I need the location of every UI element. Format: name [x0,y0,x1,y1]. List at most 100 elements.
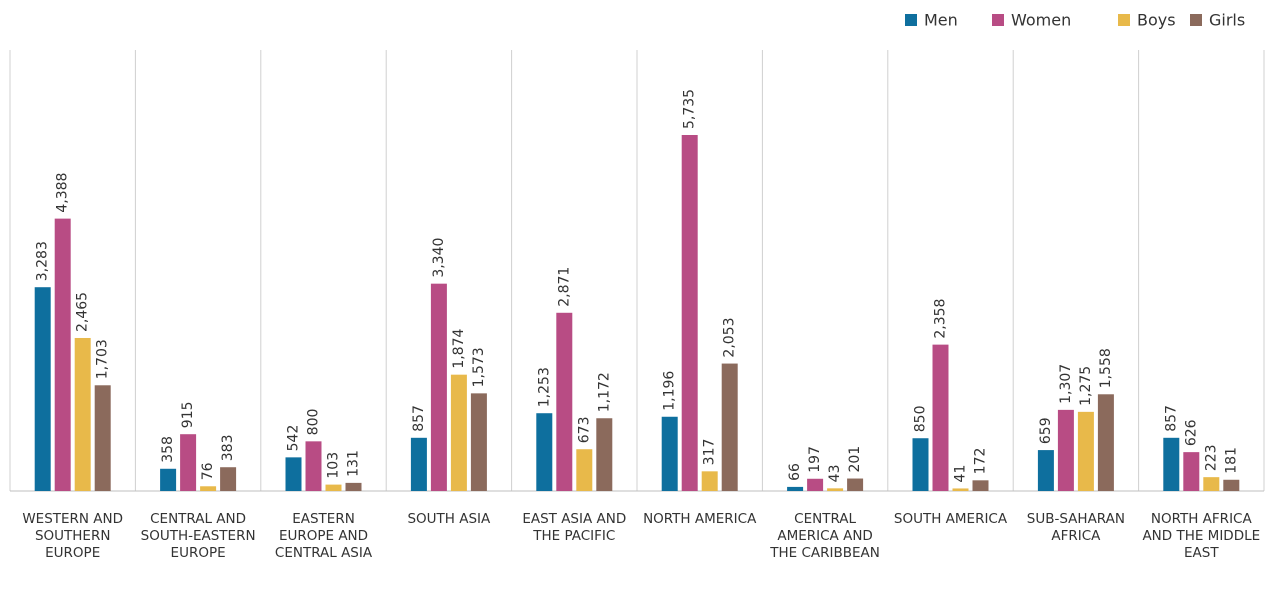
bar [576,449,593,491]
bar [430,283,447,491]
data-label: 857 [411,405,427,432]
bar [1223,479,1240,491]
data-label: 103 [326,452,342,479]
x-tick-label: EASTERN EUROPE AND CENTRAL ASIA [274,511,373,561]
bar [932,344,949,491]
bar [74,337,91,491]
bar [1097,394,1114,491]
legend-swatch [1190,14,1202,26]
bar [787,486,804,491]
legend-label: Girls [1209,11,1245,30]
data-label: 1,196 [662,371,678,411]
legend-label: Men [924,11,958,30]
bar [450,374,467,491]
bar [1037,450,1054,491]
bar [94,385,111,491]
data-label: 1,558 [1098,348,1114,388]
data-label: 223 [1203,444,1219,471]
bar [180,434,197,491]
bar [160,468,177,491]
bar [285,457,302,491]
bar [661,416,678,491]
data-label: 2,358 [933,299,949,339]
x-tick-label: NORTH AFRICA AND THE MIDDLE EAST [1142,511,1261,561]
bar [305,441,322,491]
data-label: 2,871 [556,267,572,307]
bar [952,488,969,491]
x-tick-label: SOUTH AMERICA [893,511,1008,527]
bar [54,218,71,491]
data-label: 626 [1183,419,1199,446]
data-label: 2,465 [75,292,91,332]
data-label: 1,253 [536,367,552,407]
data-label: 131 [346,450,362,477]
x-tick-label: EAST ASIA AND THE PACIFIC [522,511,627,544]
x-tick-label: CENTRAL AMERICA AND THE CARIBBEAN [770,511,880,561]
bar [1183,452,1200,491]
data-label: 1,275 [1078,366,1094,406]
bar [220,467,237,491]
data-label: 197 [807,446,823,473]
bar [827,488,844,491]
bar [701,471,718,491]
data-label: 659 [1038,417,1054,444]
data-label: 1,172 [596,372,612,412]
bar [1203,477,1220,491]
bar [681,135,698,491]
bar [34,287,51,491]
legend-swatch [1118,14,1130,26]
data-label: 383 [220,434,236,461]
data-label: 41 [953,465,969,483]
data-label: 76 [200,462,216,480]
data-label: 1,307 [1058,364,1074,404]
bar [470,393,487,491]
x-tick-label: CENTRAL AND SOUTH-EASTERN EUROPE [140,511,256,561]
x-tick-label: SUB-SAHARAN AFRICA [1026,511,1125,544]
data-label: 857 [1163,405,1179,432]
data-label: 172 [973,448,989,475]
data-label: 542 [286,425,302,452]
data-label: 673 [576,416,592,443]
bar [847,478,864,491]
data-label: 358 [160,436,176,463]
bar [345,482,362,491]
x-tick-label: SOUTH ASIA [407,511,491,527]
data-label: 800 [306,409,322,436]
data-label: 915 [180,401,196,428]
data-label: 1,573 [471,347,487,387]
data-label: 181 [1223,447,1239,474]
data-label: 3,283 [35,241,51,281]
x-tick-label: NORTH AMERICA [643,511,757,527]
data-label: 201 [847,446,863,473]
bar [1077,411,1094,491]
bar [912,438,929,491]
data-label: 850 [913,406,929,433]
x-tick-label: WESTERN AND SOUTHERN EUROPE [22,511,124,561]
bar [972,480,989,491]
data-label: 2,053 [722,317,738,357]
data-label: 1,703 [95,339,111,379]
bar [325,484,342,491]
bar [410,437,427,491]
legend-swatch [992,14,1004,26]
bar [596,418,613,491]
bar [536,413,553,491]
bar [556,312,573,491]
bar [721,363,738,491]
data-label: 3,340 [431,238,447,278]
data-label: 5,735 [682,89,698,129]
data-label: 66 [787,463,803,481]
bar [200,486,217,491]
legend-label: Women [1011,11,1071,30]
data-label: 317 [702,439,718,466]
bar [1057,409,1074,491]
legend-label: Boys [1137,11,1176,30]
bar [807,478,824,491]
data-label: 4,388 [55,173,71,213]
bar [1163,437,1180,491]
data-label: 43 [827,465,843,483]
legend-swatch [905,14,917,26]
data-label: 1,874 [451,328,467,368]
